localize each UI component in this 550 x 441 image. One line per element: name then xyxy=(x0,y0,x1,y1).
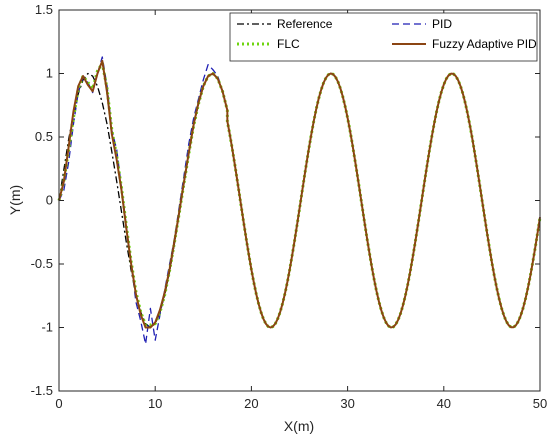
legend-label-reference: Reference xyxy=(277,17,333,31)
y-tick-label: -0.5 xyxy=(31,256,53,271)
y-axis-label: Y(m) xyxy=(7,185,23,215)
y-tick-label: 1 xyxy=(46,66,53,81)
x-tick-label: 50 xyxy=(533,396,547,411)
x-tick-label: 20 xyxy=(244,396,258,411)
x-tick-label: 0 xyxy=(55,396,62,411)
y-tick-label: 0 xyxy=(46,193,53,208)
series-line-fuzzy-adaptive-pid xyxy=(58,59,541,329)
series-layer xyxy=(57,56,542,345)
x-axis-ticks: 0 10 20 30 40 50 xyxy=(55,10,547,411)
y-tick-label: -1.5 xyxy=(31,383,53,398)
legend-box xyxy=(229,12,538,62)
legend-label-flc: FLC xyxy=(277,37,300,51)
x-tick-label: 40 xyxy=(437,396,451,411)
y-axis-ticks: -1.5 -1 -0.5 0 0.5 1 1.5 xyxy=(31,2,540,398)
legend-label-fuzzy-adaptive-pid: Fuzzy Adaptive PID xyxy=(432,37,537,51)
y-tick-label: 0.5 xyxy=(35,129,53,144)
y-tick-label: 1.5 xyxy=(35,2,53,17)
x-axis-label: X(m) xyxy=(284,418,314,434)
legend-label-pid: PID xyxy=(432,17,452,31)
x-tick-label: 10 xyxy=(148,396,162,411)
x-tick-label: 30 xyxy=(340,396,354,411)
legend: Reference PID FLC Fuzzy Adaptive PID xyxy=(229,12,538,62)
y-tick-label: -1 xyxy=(41,320,53,335)
